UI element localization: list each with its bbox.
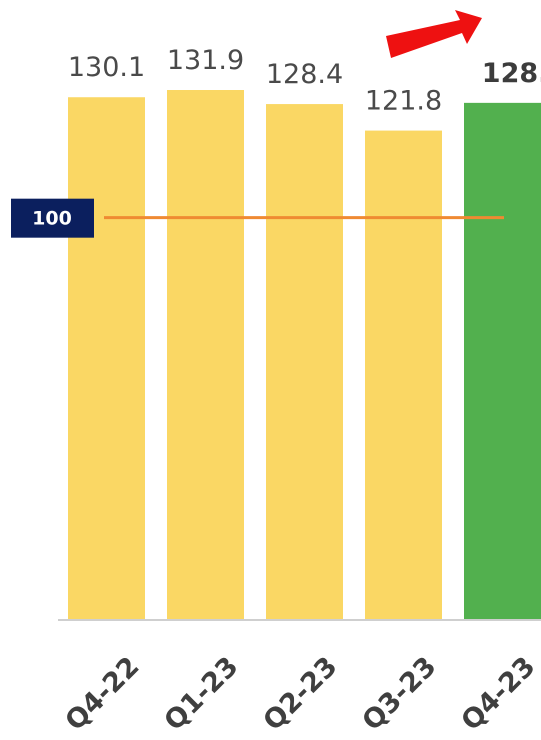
- x-tick-labels-group: Q4-22 Q1-23 Q2-23 Q3-23 Q4-23: [60, 651, 541, 737]
- value-label-Q3-23: 121.8: [365, 86, 442, 117]
- value-labels-group: 130.1 131.9 128.4 121.8 128.7: [68, 45, 541, 117]
- bars-group: [68, 90, 541, 621]
- reference-value-label: 100: [32, 208, 72, 230]
- bar-Q2-23: [266, 104, 343, 621]
- bar-Q4-23: [464, 102, 541, 621]
- reference-line-group: 100: [11, 198, 504, 238]
- bar-Q4-22: [68, 97, 145, 621]
- bar-Q3-23: [365, 130, 442, 620]
- trend-up-arrow-icon: [386, 10, 482, 58]
- x-tick-label-Q3-23: Q3-23: [357, 651, 443, 737]
- x-tick-label-Q4-22: Q4-22: [60, 651, 146, 737]
- value-label-Q2-23: 128.4: [266, 59, 343, 90]
- x-tick-label-Q2-23: Q2-23: [258, 651, 344, 737]
- x-tick-label-Q4-23: Q4-23: [456, 651, 541, 737]
- value-label-Q1-23: 131.9: [167, 45, 244, 76]
- reference-value-box: [11, 198, 94, 238]
- value-label-Q4-23: 128.7: [482, 58, 541, 89]
- bar-Q1-23: [167, 90, 244, 620]
- x-tick-label-Q1-23: Q1-23: [159, 651, 245, 737]
- value-label-Q4-22: 130.1: [68, 52, 145, 83]
